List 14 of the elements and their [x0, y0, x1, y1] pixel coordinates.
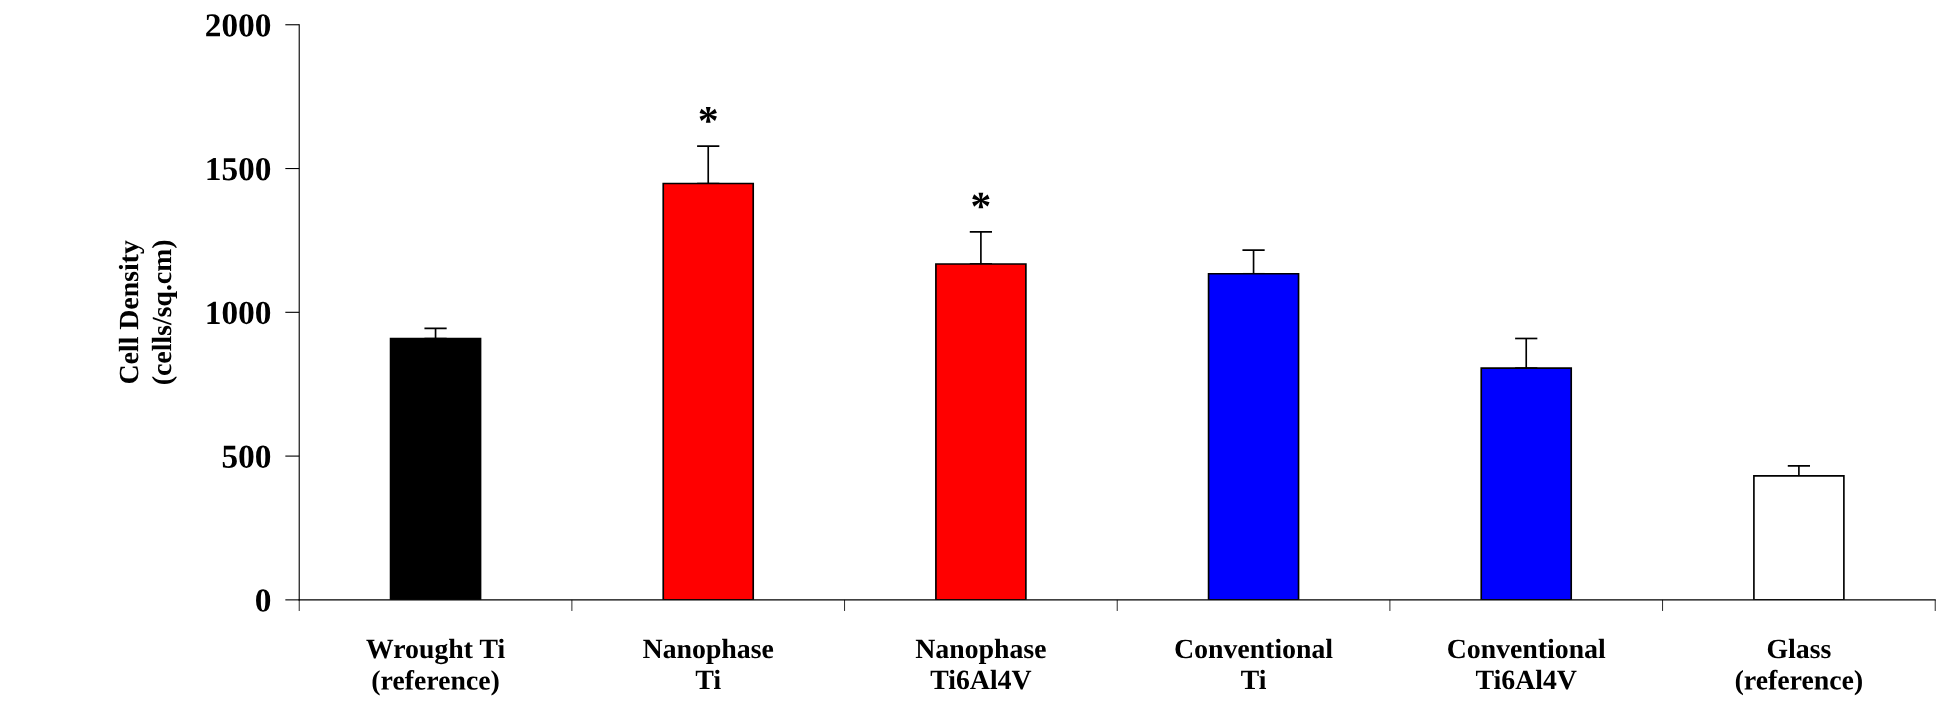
y-axis-title: Cell Density (cells/sq.cm)	[118, 240, 177, 384]
y-tick-label: 500	[222, 445, 271, 468]
x-tick-label: Wrought Ti (reference)	[366, 638, 505, 696]
x-tick-label: Conventional Ti6Al4V	[1448, 638, 1606, 690]
x-tick-label: Nanophase Ti	[643, 638, 774, 690]
annotation: *	[972, 192, 990, 209]
y-tick-label: 0	[256, 589, 271, 612]
x-tick-label: Nanophase Ti6Al4V	[915, 638, 1046, 690]
y-tick-label: 1000	[207, 301, 271, 325]
y-tick-label: 1500	[207, 157, 271, 181]
annotation: *	[699, 106, 717, 123]
x-tick-label: Glass (reference)	[1735, 638, 1862, 696]
y-tick-label: 2000	[206, 14, 271, 37]
x-tick-label: Conventional Ti	[1175, 638, 1333, 690]
